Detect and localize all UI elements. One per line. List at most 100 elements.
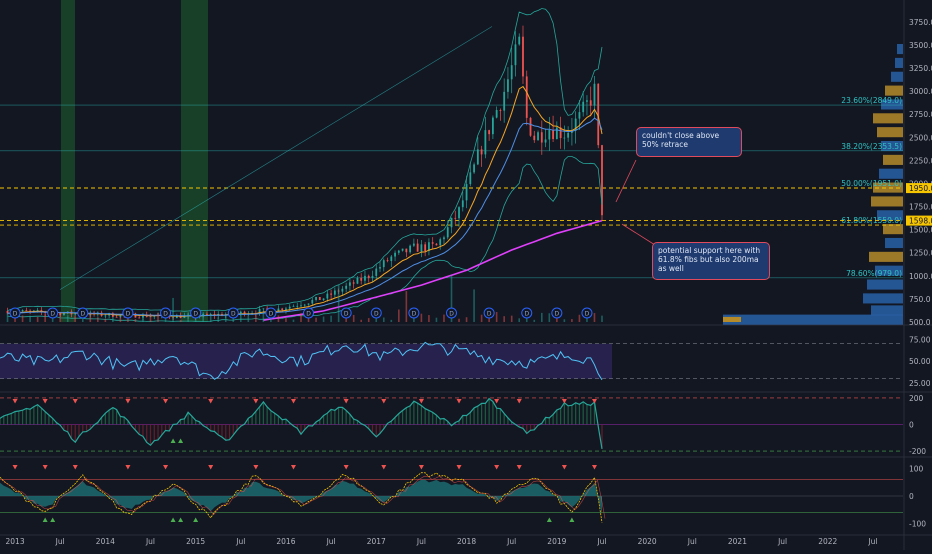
candle-body — [458, 207, 460, 219]
rsi-axis-tick-label: 25.00 — [909, 379, 931, 388]
highlight-band — [61, 0, 75, 322]
volume-bar — [541, 312, 543, 322]
signal-down-marker — [494, 465, 500, 470]
signal-down-marker — [42, 399, 48, 404]
candle-body — [454, 217, 457, 219]
volume-bar — [533, 319, 536, 322]
volume-bar — [89, 313, 92, 322]
volume-profile-bar — [723, 314, 903, 325]
candle-body — [285, 308, 287, 310]
volume-bar — [172, 297, 174, 322]
volume-profile-bar — [885, 237, 903, 249]
candle-body — [586, 100, 588, 102]
time-axis-tick-label: 2021 — [728, 537, 747, 546]
candle-body — [29, 310, 31, 312]
volume-bar — [255, 315, 257, 322]
event-marker-label: D — [163, 311, 168, 318]
candle-body — [552, 130, 554, 140]
candle-body — [491, 117, 494, 135]
candle-body — [514, 44, 517, 66]
annotation-callout-retrace[interactable]: couldn't close above 50% retrace — [636, 127, 742, 157]
candle-body — [367, 275, 370, 279]
signal-down-marker — [125, 399, 131, 404]
candle-body — [21, 310, 24, 312]
fib-level-label: 23.60%(2849.0) — [841, 96, 902, 105]
volume-bar — [104, 318, 107, 322]
candle-body — [412, 243, 415, 246]
time-axis-tick-label: 2016 — [276, 537, 295, 546]
signal-down-marker — [125, 465, 131, 470]
candle-body — [578, 112, 581, 119]
candle-body — [142, 314, 144, 318]
volume-bar — [247, 315, 250, 322]
candle-body — [394, 252, 396, 257]
candle-body — [300, 305, 302, 307]
ema-fast-line — [7, 85, 603, 317]
volume-profile-bar — [897, 44, 903, 55]
candle-body — [303, 304, 306, 306]
candle-body — [356, 277, 359, 284]
signal-down-marker — [516, 465, 522, 470]
volume-bar — [503, 316, 505, 322]
annotation-retrace-text: couldn't close above 50% retrace — [642, 131, 720, 149]
candle-body — [360, 277, 363, 281]
rsi-axis-tick-label: 50.00 — [909, 357, 931, 366]
volume-bar — [450, 275, 453, 322]
price-axis-tick-label: 2500.0 — [909, 133, 932, 142]
candle-body — [484, 130, 487, 155]
volume-bar — [66, 315, 69, 322]
volume-bar — [337, 285, 340, 322]
candle-body — [288, 306, 291, 309]
volume-bar — [465, 317, 468, 322]
volume-bar — [202, 313, 204, 322]
ma200-line — [263, 219, 603, 321]
candle-body — [559, 127, 562, 139]
event-marker-circle — [190, 307, 202, 319]
volume-bar — [157, 313, 159, 322]
volume-bar — [6, 313, 9, 322]
signal-down-marker — [561, 399, 567, 404]
candle-body — [424, 244, 427, 251]
oscillator-pane — [0, 397, 903, 452]
time-axis-tick-label: 2019 — [547, 537, 566, 546]
price-axis-tick-label: 750.0 — [909, 295, 931, 304]
price-axis-tick-label: 3750.0 — [909, 18, 932, 27]
fib-level-label: 78.60%(979.0) — [846, 269, 902, 278]
volume-bar — [495, 312, 498, 322]
candle-body — [544, 139, 547, 143]
candle-body — [529, 117, 532, 136]
volume-bar — [390, 319, 393, 322]
candle-body — [330, 293, 332, 295]
candle-body — [386, 260, 389, 262]
candle-body — [119, 314, 122, 317]
volume-profile-bar — [877, 210, 903, 221]
signal-up-marker — [178, 438, 184, 443]
volume-bar — [81, 319, 84, 322]
candle-body — [593, 83, 596, 106]
candle-body — [435, 243, 438, 246]
candle-body — [443, 237, 445, 240]
event-marker-circle — [581, 307, 593, 319]
event-marker-circle — [265, 307, 277, 319]
event-marker-label: D — [80, 311, 85, 318]
signal-down-marker — [208, 465, 214, 470]
volume-bar — [518, 318, 521, 322]
price-axis-tick-label: 3000.0 — [909, 87, 932, 96]
event-marker-label: D — [193, 311, 198, 318]
volume-bar — [525, 316, 528, 322]
volume-bar — [593, 313, 596, 322]
wave-axis-tick-label: 100 — [909, 464, 924, 473]
candle-body — [379, 267, 381, 269]
signal-up-marker — [170, 438, 176, 443]
time-axis-tick-label: Jul — [867, 537, 877, 546]
volume-bar — [405, 291, 408, 322]
time-axis-tick-label: Jul — [687, 537, 697, 546]
volume-bar — [97, 317, 99, 322]
candle-body — [375, 268, 378, 276]
price-axis-tick-label: 1500.0 — [909, 226, 932, 235]
volume-bar — [112, 316, 114, 322]
candle-body — [341, 288, 344, 292]
annotation-callout-support[interactable]: potential support here with 61.8% fibs b… — [652, 242, 770, 280]
volume-profile-bar — [873, 113, 903, 124]
signal-up-marker — [546, 517, 552, 522]
